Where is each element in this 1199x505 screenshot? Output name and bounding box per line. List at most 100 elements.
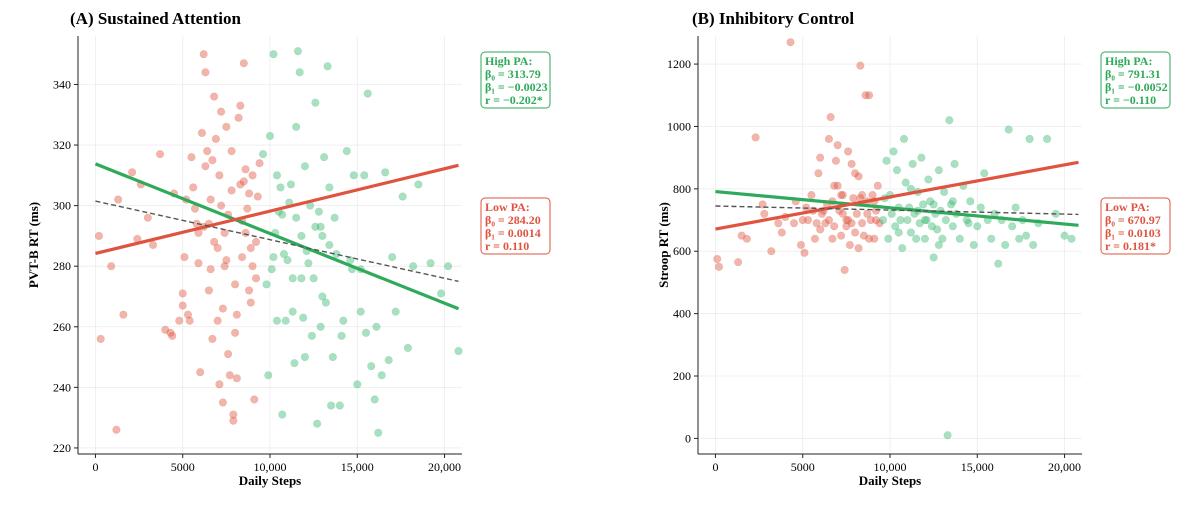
low-pa-point	[857, 190, 867, 200]
high-pa-point	[426, 259, 435, 268]
high-pa-stats-box	[480, 51, 551, 109]
stats-line: β₀ = 791.31	[1105, 67, 1161, 81]
high-pa-stats-box	[1100, 51, 1171, 109]
high-pa-point	[889, 147, 898, 156]
high-pa-point	[891, 222, 900, 231]
high-pa-point	[300, 162, 310, 171]
stats-line: β₁ = 0.0103	[1105, 226, 1161, 240]
y-tick-label: 0	[685, 431, 691, 445]
x-tick-label: 10,000	[254, 460, 287, 474]
high-pa-point	[258, 150, 268, 159]
high-pa-point	[276, 183, 285, 192]
high-pa-point	[342, 147, 351, 156]
high-pa-point	[311, 222, 320, 231]
low-pa-point	[215, 171, 224, 180]
high-pa-point	[920, 234, 930, 243]
high-pa-point	[372, 322, 381, 331]
high-pa-point	[328, 352, 337, 362]
low-pa-point	[213, 243, 222, 253]
low-pa-point	[850, 169, 860, 178]
low-pa-point	[224, 349, 233, 359]
stats-line: r = −0.110	[1105, 93, 1156, 107]
low-pa-point	[222, 122, 231, 131]
high-pa-point	[948, 222, 957, 231]
low-pa-point	[239, 177, 248, 186]
high-pa-point	[926, 197, 935, 206]
low-pa-point	[714, 262, 724, 271]
high-pa-point	[934, 240, 943, 250]
low-pa-point	[251, 274, 261, 283]
low-pa-point	[821, 219, 830, 228]
stats-line: r = 0.181*	[1105, 239, 1156, 253]
high-pa-point	[318, 292, 327, 301]
low-pa-point	[204, 286, 214, 295]
high-pa-point	[882, 156, 891, 165]
high-pa-point	[414, 180, 423, 189]
low-pa-point	[236, 180, 245, 189]
high-pa-point	[920, 215, 930, 225]
stats-line: Low PA:	[485, 200, 530, 214]
low-pa-point	[255, 159, 264, 168]
low-pa-point	[737, 231, 746, 240]
high-pa-point	[388, 253, 397, 262]
low-pa-point	[854, 244, 863, 253]
high-pa-point	[894, 228, 903, 237]
low-pa-point	[824, 215, 834, 225]
high-pa-point	[278, 410, 287, 419]
high-pa-point	[903, 215, 912, 225]
low-pa-point	[148, 240, 158, 250]
x-axis-label: Daily Steps	[239, 473, 301, 488]
high-pa-point	[288, 274, 297, 283]
x-tick-label: 20,000	[1048, 460, 1081, 474]
high-pa-point	[1011, 203, 1020, 212]
low-pa-point	[197, 128, 207, 138]
high-pa-point	[313, 419, 322, 428]
low-pa-point	[777, 228, 786, 237]
low-pa-point	[114, 195, 123, 204]
low-pa-point	[232, 374, 241, 383]
high-pa-point	[363, 89, 372, 98]
low-pa-point	[246, 298, 255, 307]
low-pa-point	[201, 162, 210, 171]
high-pa-point	[299, 313, 308, 322]
high-pa-point	[288, 307, 297, 316]
high-pa-point	[945, 116, 954, 125]
low-pa-point	[161, 325, 170, 334]
low-pa-point	[112, 425, 121, 434]
low-pa-point	[830, 181, 839, 190]
high-pa-point	[934, 166, 943, 175]
low-pa-point	[866, 215, 875, 225]
high-pa-point	[987, 234, 996, 243]
high-pa-point	[964, 219, 973, 228]
low-pa-point	[196, 368, 205, 377]
low-pa-point	[812, 219, 821, 228]
x-tick-label: 15,000	[961, 460, 994, 474]
low-pa-point	[742, 234, 751, 243]
y-tick-label: 260	[53, 320, 71, 334]
low-pa-point	[810, 234, 820, 243]
low-pa-point	[870, 234, 879, 243]
low-pa-point	[155, 150, 165, 159]
low-pa-point	[767, 247, 776, 256]
high-pa-regression-line	[715, 189, 1079, 227]
low-pa-point	[187, 153, 196, 162]
low-pa-point	[185, 316, 194, 325]
high-pa-point	[436, 289, 446, 298]
low-pa-point	[863, 209, 872, 218]
high-pa-point	[938, 234, 947, 243]
high-pa-point	[361, 328, 371, 337]
high-pa-point	[290, 359, 299, 368]
high-pa-point	[922, 215, 931, 225]
high-pa-point	[360, 171, 369, 180]
low-pa-point	[229, 410, 238, 419]
low-pa-point	[201, 68, 210, 77]
low-pa-point	[210, 237, 219, 247]
overall-regression-line	[95, 200, 459, 283]
high-pa-point	[1060, 231, 1069, 240]
high-pa-point	[898, 244, 907, 253]
high-pa-point	[906, 228, 916, 237]
y-tick-label: 600	[673, 244, 691, 258]
low-pa-point	[210, 92, 219, 101]
stats-line: β₀ = 313.79	[485, 67, 541, 81]
low-pa-point	[194, 259, 203, 268]
